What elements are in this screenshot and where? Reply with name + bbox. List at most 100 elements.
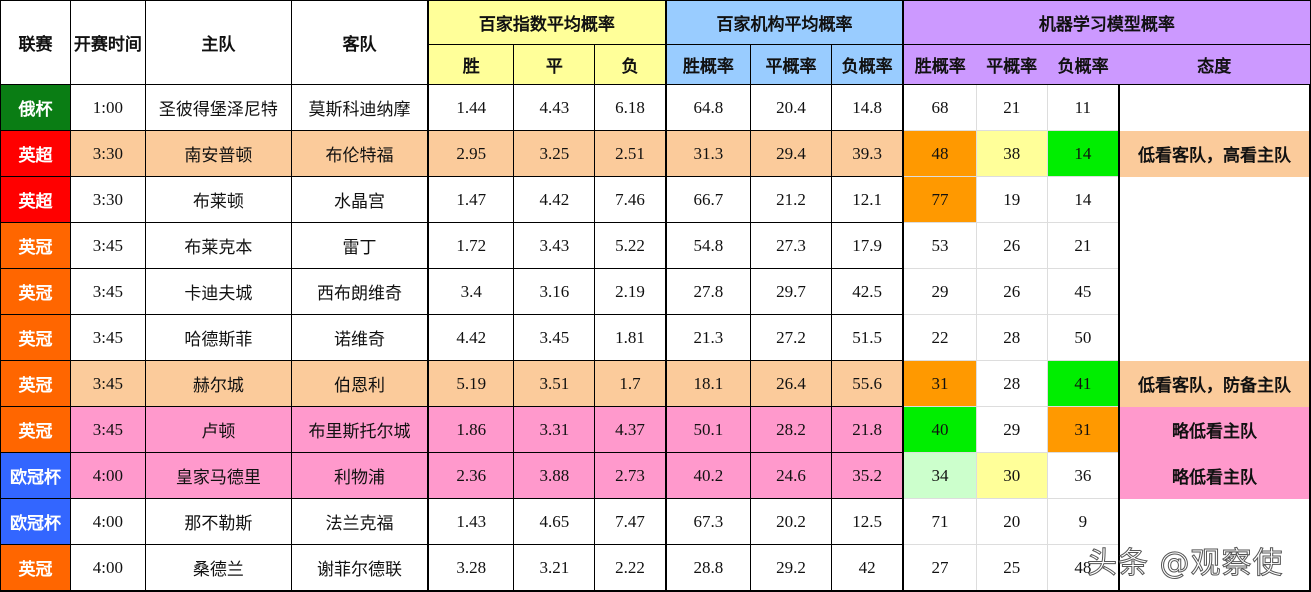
odds-draw-cell: 3.45 — [513, 314, 596, 361]
home-team-cell: 南安普顿 — [144, 130, 292, 177]
ml-win-cell: 71 — [902, 498, 977, 545]
ml-draw-cell: 21 — [975, 84, 1048, 131]
watermark: 头条 @观察使 — [1087, 546, 1284, 582]
table-row: 英冠 3:45 哈德斯菲 诺维奇 4.42 3.45 1.81 21.3 27.2 51.5 22 2… — [0, 314, 1311, 361]
inst-win-cell: 21.3 — [664, 314, 752, 361]
ml-loss-cell: 50 — [1046, 314, 1120, 361]
odds-loss-cell: 4.37 — [594, 406, 667, 453]
league-cell: 欧冠杯 — [0, 498, 71, 545]
ml-loss-cell: 41 — [1046, 360, 1120, 407]
header-odds-loss: 负 — [594, 44, 667, 85]
inst-draw-cell: 29.7 — [750, 268, 832, 315]
odds-win-cell: 1.47 — [427, 176, 515, 223]
odds-loss-cell: 2.51 — [594, 130, 667, 177]
attitude-cell: 略低看主队 — [1118, 452, 1311, 499]
header-ml-draw: 平概率 — [976, 44, 1048, 85]
attitude-cell — [1118, 544, 1311, 592]
inst-loss-cell: 51.5 — [830, 314, 904, 361]
away-team-cell: 布里斯托尔城 — [290, 406, 429, 453]
header-odds-draw: 平 — [513, 44, 596, 85]
ml-loss-cell: 14 — [1046, 130, 1120, 177]
inst-win-cell: 28.8 — [664, 544, 752, 592]
ml-draw-cell: 28 — [975, 360, 1048, 407]
inst-loss-cell: 35.2 — [830, 452, 904, 499]
ml-win-cell: 48 — [902, 130, 977, 177]
header-league: 联赛 — [0, 0, 71, 85]
home-team-cell: 圣彼得堡泽尼特 — [144, 84, 292, 131]
away-team-cell: 利物浦 — [290, 452, 429, 499]
inst-draw-cell: 21.2 — [750, 176, 832, 223]
time-cell: 3:45 — [69, 268, 146, 315]
inst-win-cell: 67.3 — [664, 498, 752, 545]
inst-win-cell: 66.7 — [664, 176, 752, 223]
ml-win-cell: 77 — [902, 176, 977, 223]
table-row: 英冠 3:45 卢顿 布里斯托尔城 1.86 3.31 4.37 50.1 28.2 21.8 40… — [0, 406, 1311, 453]
time-cell: 3:30 — [69, 130, 146, 177]
home-team-cell: 哈德斯菲 — [144, 314, 292, 361]
away-team-cell: 雷丁 — [290, 222, 429, 269]
ml-draw-cell: 19 — [975, 176, 1048, 223]
inst-loss-cell: 12.1 — [830, 176, 904, 223]
ml-draw-cell: 25 — [975, 544, 1048, 592]
inst-loss-cell: 42 — [830, 544, 904, 592]
odds-loss-cell: 6.18 — [594, 84, 667, 131]
time-cell: 1:00 — [69, 84, 146, 131]
home-team-cell: 卡迪夫城 — [144, 268, 292, 315]
odds-draw-cell: 3.88 — [513, 452, 596, 499]
ml-draw-cell: 20 — [975, 498, 1048, 545]
table-body: 俄杯 1:00 圣彼得堡泽尼特 莫斯科迪纳摩 1.44 4.43 6.18 64.8 20.4 1… — [0, 84, 1311, 592]
header-odds-win: 胜 — [427, 44, 515, 85]
home-team-cell: 皇家马德里 — [144, 452, 292, 499]
header-attitude: 态度 — [1119, 44, 1311, 85]
ml-win-cell: 34 — [902, 452, 977, 499]
header-inst-win: 胜概率 — [664, 44, 752, 85]
table-row: 欧冠杯 4:00 皇家马德里 利物浦 2.36 3.88 2.73 40.2 24.6 35.2 3… — [0, 452, 1311, 499]
ml-win-cell: 53 — [902, 222, 977, 269]
league-cell: 英超 — [0, 176, 71, 223]
inst-win-cell: 27.8 — [664, 268, 752, 315]
odds-win-cell: 2.95 — [427, 130, 515, 177]
time-cell: 3:30 — [69, 176, 146, 223]
ml-loss-cell: 45 — [1046, 268, 1120, 315]
attitude-cell — [1118, 222, 1311, 269]
ml-win-cell: 29 — [902, 268, 977, 315]
inst-win-cell: 64.8 — [664, 84, 752, 131]
odds-loss-cell: 2.73 — [594, 452, 667, 499]
away-team-cell: 布伦特福 — [290, 130, 429, 177]
odds-win-cell: 5.19 — [427, 360, 515, 407]
inst-loss-cell: 42.5 — [830, 268, 904, 315]
home-team-cell: 布莱顿 — [144, 176, 292, 223]
inst-draw-cell: 24.6 — [750, 452, 832, 499]
home-team-cell: 卢顿 — [144, 406, 292, 453]
ml-win-cell: 68 — [902, 84, 977, 131]
table-row: 英冠 3:45 布莱克本 雷丁 1.72 3.43 5.22 54.8 27.3 17.9 53 26… — [0, 222, 1311, 269]
league-cell: 英冠 — [0, 360, 71, 407]
ml-win-cell: 40 — [902, 406, 977, 453]
ml-draw-cell: 28 — [975, 314, 1048, 361]
inst-win-cell: 31.3 — [664, 130, 752, 177]
away-team-cell: 诺维奇 — [290, 314, 429, 361]
odds-win-cell: 1.44 — [427, 84, 515, 131]
header-institution-group: 百家机构平均概率 — [664, 0, 904, 45]
time-cell: 3:45 — [69, 360, 146, 407]
header-inst-loss: 负概率 — [830, 44, 904, 85]
odds-loss-cell: 2.22 — [594, 544, 667, 592]
league-cell: 英冠 — [0, 544, 71, 592]
odds-draw-cell: 3.51 — [513, 360, 596, 407]
home-team-cell: 桑德兰 — [144, 544, 292, 592]
ml-loss-cell: 48 — [1046, 544, 1120, 592]
time-cell: 3:45 — [69, 314, 146, 361]
odds-draw-cell: 4.43 — [513, 84, 596, 131]
inst-win-cell: 54.8 — [664, 222, 752, 269]
ml-loss-cell: 9 — [1046, 498, 1120, 545]
table-row: 英超 3:30 南安普顿 布伦特福 2.95 3.25 2.51 31.3 29.4 39.3 48… — [0, 130, 1311, 177]
attitude-cell — [1118, 314, 1311, 361]
ml-loss-cell: 21 — [1046, 222, 1120, 269]
away-team-cell: 谢菲尔德联 — [290, 544, 429, 592]
home-team-cell: 赫尔城 — [144, 360, 292, 407]
ml-draw-cell: 26 — [975, 222, 1048, 269]
odds-win-cell: 2.36 — [427, 452, 515, 499]
ml-loss-cell: 36 — [1046, 452, 1120, 499]
ml-draw-cell: 29 — [975, 406, 1048, 453]
